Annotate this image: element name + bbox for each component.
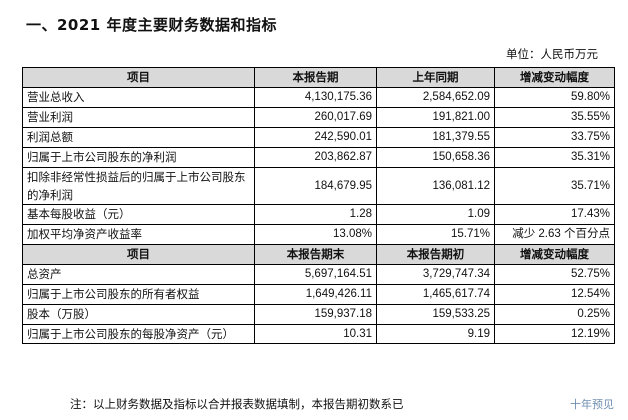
value-cell: 5,697,164.51 xyxy=(254,264,377,285)
column-header: 本报告期 xyxy=(254,67,377,88)
value-cell: 12.54% xyxy=(494,284,615,305)
row-label: 归属于上市公司股东的每股净资产（元） xyxy=(22,324,255,344)
table-row: 总资产 5,697,164.51 3,729,747.34 52.75% xyxy=(22,264,615,285)
table-row: 利润总额 242,590.01 181,379.55 33.75% xyxy=(22,127,615,148)
value-cell: 4,130,175.36 xyxy=(254,87,377,108)
row-label: 营业总收入 xyxy=(22,87,255,108)
value-cell: 1.09 xyxy=(376,204,495,225)
value-cell: 203,862.87 xyxy=(254,147,377,168)
value-cell: 15.71% xyxy=(376,224,495,245)
value-cell: 136,081.12 xyxy=(376,167,495,205)
table-row: 基本每股收益（元） 1.28 1.09 17.43% xyxy=(22,204,615,225)
value-cell: 260,017.69 xyxy=(254,107,377,128)
financial-table: 项目 本报告期 上年同期 增减变动幅度 营业总收入 4,130,175.36 2,584,6… xyxy=(22,67,615,344)
value-cell: 1,649,426.11 xyxy=(254,284,377,305)
column-header: 增减变动幅度 xyxy=(494,244,615,265)
value-cell: 35.71% xyxy=(494,167,615,205)
column-header: 增减变动幅度 xyxy=(494,67,615,88)
value-cell: 35.31% xyxy=(494,147,615,168)
row-label: 基本每股收益（元） xyxy=(22,204,255,225)
row-label: 扣除非经常性损益后的归属于上市公司股东的净利润 xyxy=(22,167,255,205)
table-header-row: 项目 本报告期末 本报告期初 增减变动幅度 xyxy=(22,244,615,265)
value-cell: 35.55% xyxy=(494,107,615,128)
table-row: 加权平均净资产收益率 13.08% 15.71% 减少 2.63 个百分点 xyxy=(22,224,615,245)
value-cell: 150,658.36 xyxy=(376,147,495,168)
value-cell: 181,379.55 xyxy=(376,127,495,148)
value-cell: 1.28 xyxy=(254,204,377,225)
table-row: 归属于上市公司股东的每股净资产（元） 10.31 9.19 12.19% xyxy=(22,324,615,344)
value-cell: 13.08% xyxy=(254,224,377,245)
row-label: 利润总额 xyxy=(22,127,255,148)
value-cell: 17.43% xyxy=(494,204,615,225)
table-row: 归属于上市公司股东的净利润 203,862.87 150,658.36 35.31% xyxy=(22,147,615,168)
value-cell: 33.75% xyxy=(494,127,615,148)
column-header: 上年同期 xyxy=(376,67,495,88)
column-header: 本报告期末 xyxy=(254,244,377,265)
row-label: 总资产 xyxy=(22,264,255,285)
column-header: 项目 xyxy=(22,244,255,265)
unit-label: 单位：人民币万元 xyxy=(506,47,598,61)
table-row: 扣除非经常性损益后的归属于上市公司股东的净利润 184,679.95 136,081… xyxy=(22,167,615,205)
table-header-row: 项目 本报告期 上年同期 增减变动幅度 xyxy=(22,67,615,88)
row-label: 归属于上市公司股东的所有者权益 xyxy=(22,284,255,305)
row-label: 股本（万股） xyxy=(22,304,255,325)
row-label: 加权平均净资产收益率 xyxy=(22,224,255,245)
column-header: 本报告期初 xyxy=(376,244,495,265)
table-row: 营业利润 260,017.69 191,821.00 35.55% xyxy=(22,107,615,128)
value-cell: 184,679.95 xyxy=(254,167,377,205)
watermark: 十年预见 xyxy=(506,396,614,414)
value-cell: 9.19 xyxy=(376,324,495,344)
value-cell: 0.25% xyxy=(494,304,615,325)
value-cell: 159,937.18 xyxy=(254,304,377,325)
row-label: 归属于上市公司股东的净利润 xyxy=(22,147,255,168)
value-cell: 减少 2.63 个百分点 xyxy=(494,224,615,245)
value-cell: 159,533.25 xyxy=(376,304,495,325)
value-cell: 1,465,617.74 xyxy=(376,284,495,305)
page-title: 一、2021 年度主要财务数据和指标 xyxy=(26,16,277,34)
footnote: 注：以上财务数据及指标以合并报表数据填制，本报告期初数系已 xyxy=(70,397,404,411)
value-cell: 3,729,747.34 xyxy=(376,264,495,285)
table-row: 营业总收入 4,130,175.36 2,584,652.09 59.80% xyxy=(22,87,615,108)
value-cell: 242,590.01 xyxy=(254,127,377,148)
value-cell: 191,821.00 xyxy=(376,107,495,128)
column-header: 项目 xyxy=(22,67,255,88)
value-cell: 59.80% xyxy=(494,87,615,108)
value-cell: 52.75% xyxy=(494,264,615,285)
table-row: 股本（万股） 159,937.18 159,533.25 0.25% xyxy=(22,304,615,325)
value-cell: 2,584,652.09 xyxy=(376,87,495,108)
row-label: 营业利润 xyxy=(22,107,255,128)
value-cell: 10.31 xyxy=(254,324,377,344)
value-cell: 12.19% xyxy=(494,324,615,344)
table-row: 归属于上市公司股东的所有者权益 1,649,426.11 1,465,617.74 1… xyxy=(22,284,615,305)
